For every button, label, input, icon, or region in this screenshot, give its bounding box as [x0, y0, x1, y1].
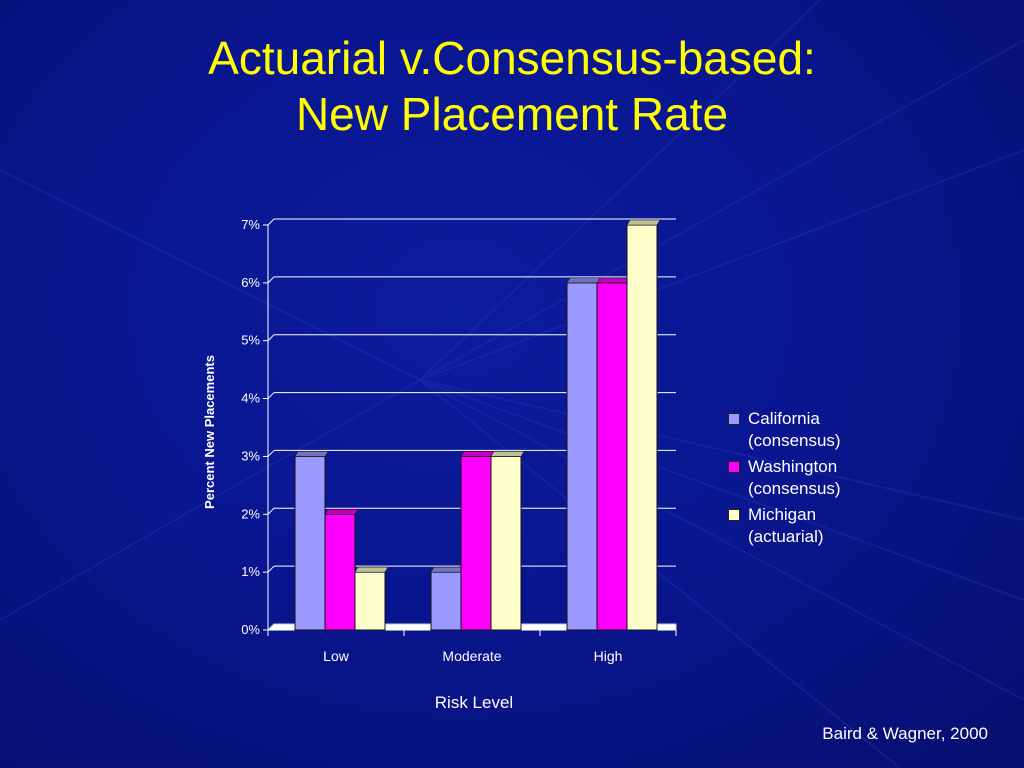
- legend-item-michigan: Michigan (actuarial): [728, 504, 908, 548]
- gridline-side: [267, 334, 275, 342]
- bar: [430, 571, 462, 631]
- legend-item-california: California (consensus): [728, 408, 908, 452]
- bar: [460, 455, 492, 631]
- plot-area: 0% 1% 2% 3% 4% 5% 6% 7% Low Moderate High: [241, 217, 677, 664]
- gridline-side: [267, 450, 275, 457]
- gridline-side: [267, 507, 275, 515]
- gridline-side: [267, 392, 275, 399]
- gridline-side: [267, 276, 275, 284]
- source-citation: Baird & Wagner, 2000: [822, 724, 988, 743]
- x-tick-label: High: [594, 648, 623, 664]
- bar-top: [324, 509, 359, 515]
- y-tick-label: 6%: [241, 275, 260, 290]
- bar-top: [566, 277, 601, 284]
- bar-top: [490, 451, 525, 457]
- bar: [490, 455, 522, 631]
- bar-top: [460, 451, 495, 457]
- bar: [566, 282, 598, 631]
- legend-label-line1: Washington: [748, 457, 838, 476]
- bar: [596, 282, 628, 631]
- bar-top: [294, 451, 329, 457]
- legend-label-line1: California: [748, 409, 820, 428]
- y-tick-label: 0%: [241, 622, 260, 637]
- legend-swatch-california: [728, 413, 740, 425]
- y-tick-label: 7%: [241, 217, 260, 232]
- legend-swatch-washington: [728, 461, 740, 473]
- bar: [626, 224, 658, 631]
- title-line-2: New Placement Rate: [295, 88, 729, 140]
- gridline-side: [267, 218, 275, 226]
- legend-item-washington: Washington (consensus): [728, 456, 908, 500]
- legend-label-line2: (actuarial): [748, 527, 824, 546]
- legend-label-line1: Michigan: [748, 505, 817, 524]
- x-tick-label: Moderate: [442, 648, 501, 664]
- gridline-side: [267, 565, 275, 573]
- x-axis-label: Risk Level: [435, 693, 513, 712]
- y-axis-label: Percent New Placements: [202, 355, 217, 509]
- y-tick-label: 1%: [241, 564, 260, 579]
- bar: [294, 455, 326, 631]
- y-tick-label: 2%: [241, 506, 260, 521]
- bar-top: [626, 219, 661, 226]
- bar: [324, 513, 356, 631]
- y-tick-label: 4%: [241, 391, 260, 406]
- title-line-1: Actuarial v.Consensus-based:: [208, 32, 816, 84]
- legend-swatch-michigan: [728, 509, 740, 521]
- y-tick-label: 5%: [241, 333, 260, 348]
- legend-label-line2: (consensus): [748, 479, 841, 498]
- bar-top: [596, 277, 631, 284]
- slide-title: Actuarial v.Consensus-based: New Placeme…: [0, 30, 1024, 142]
- x-tick-label: Low: [323, 648, 350, 664]
- bar: [354, 571, 386, 631]
- bar-top: [430, 566, 465, 573]
- bar-top: [354, 566, 389, 573]
- y-tick-label: 3%: [241, 448, 260, 463]
- legend-label-line2: (consensus): [748, 431, 841, 450]
- chart-legend: California (consensus) Washington (conse…: [728, 408, 908, 552]
